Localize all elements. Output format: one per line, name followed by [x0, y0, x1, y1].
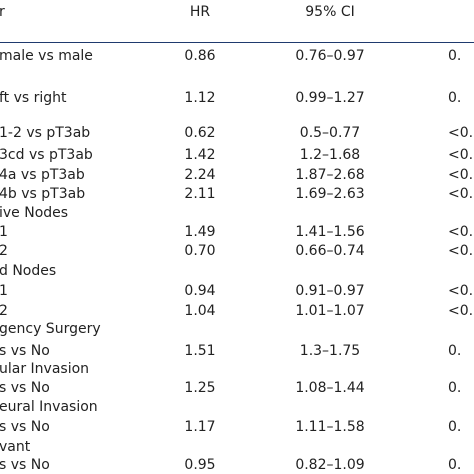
section-label: ive Nodes [0, 205, 69, 221]
p-value: 0. [448, 48, 462, 64]
factor: 3cd vs pT3ab [0, 147, 93, 163]
factor: ft vs right [0, 90, 67, 106]
hr: 1.17 [184, 419, 216, 435]
hr: 0.70 [184, 243, 216, 259]
factor: male vs male [0, 48, 93, 64]
p-value: 0. [448, 380, 462, 396]
section-label: eural Invasion [0, 399, 98, 415]
factor: s vs No [0, 457, 50, 473]
factor: 4a vs pT3ab [0, 167, 85, 183]
p-value: 0. [448, 419, 462, 435]
ci: 1.3–1.75 [299, 343, 361, 359]
factor: 4b vs pT3ab [0, 186, 86, 202]
ci: 1.87–2.68 [295, 167, 365, 183]
p-value: <0. [448, 303, 474, 319]
section-label: gency Surgery [0, 321, 101, 337]
p-value: <0. [448, 167, 474, 183]
ci: 1.2–1.68 [299, 147, 361, 163]
hr: 1.25 [184, 380, 216, 396]
factor: s vs No [0, 343, 50, 359]
hr: 2.11 [184, 186, 216, 202]
factor: 1 [0, 283, 8, 299]
hr: 1.12 [184, 90, 216, 106]
p-value: 0. [448, 90, 462, 106]
p-value: <0. [448, 283, 474, 299]
hr: 0.95 [184, 457, 216, 473]
ci: 1.69–2.63 [295, 186, 365, 202]
header-cell: 95% CI [305, 4, 355, 20]
hr: 0.62 [184, 125, 216, 141]
factor: s vs No [0, 380, 50, 396]
ci: 0.5–0.77 [299, 125, 361, 141]
p-value: 0. [448, 343, 462, 359]
p-value: 0. [448, 457, 462, 473]
ci: 1.01–1.07 [295, 303, 365, 319]
factor: s vs No [0, 419, 50, 435]
factor: 2 [0, 303, 8, 319]
section-label: d Nodes [0, 263, 57, 279]
ci: 0.91–0.97 [295, 283, 365, 299]
factor: 2 [0, 243, 8, 259]
hr: 2.24 [184, 167, 216, 183]
hr: 1.49 [184, 224, 216, 240]
hr: 1.42 [184, 147, 216, 163]
p-value: <0. [448, 224, 474, 240]
header-rule [0, 42, 474, 43]
ci: 0.99–1.27 [295, 90, 365, 106]
header-cell: r [0, 4, 5, 20]
p-value: <0. [448, 186, 474, 202]
factor: 1 [0, 224, 8, 240]
hr: 1.04 [184, 303, 216, 319]
factor: 1-2 vs pT3ab [0, 125, 91, 141]
hr: 0.86 [184, 48, 216, 64]
ci: 0.82–1.09 [295, 457, 365, 473]
ci: 1.08–1.44 [295, 380, 365, 396]
p-value: <0. [448, 243, 474, 259]
ci: 0.76–0.97 [295, 48, 365, 64]
p-value: <0. [448, 147, 474, 163]
ci: 0.66–0.74 [295, 243, 365, 259]
p-value: <0. [448, 125, 474, 141]
section-label: vant [0, 439, 31, 455]
section-label: ular Invasion [0, 361, 90, 377]
hr: 1.51 [184, 343, 216, 359]
ci: 1.41–1.56 [295, 224, 365, 240]
hr: 0.94 [184, 283, 216, 299]
ci: 1.11–1.58 [295, 419, 365, 435]
header-cell: HR [189, 4, 211, 20]
